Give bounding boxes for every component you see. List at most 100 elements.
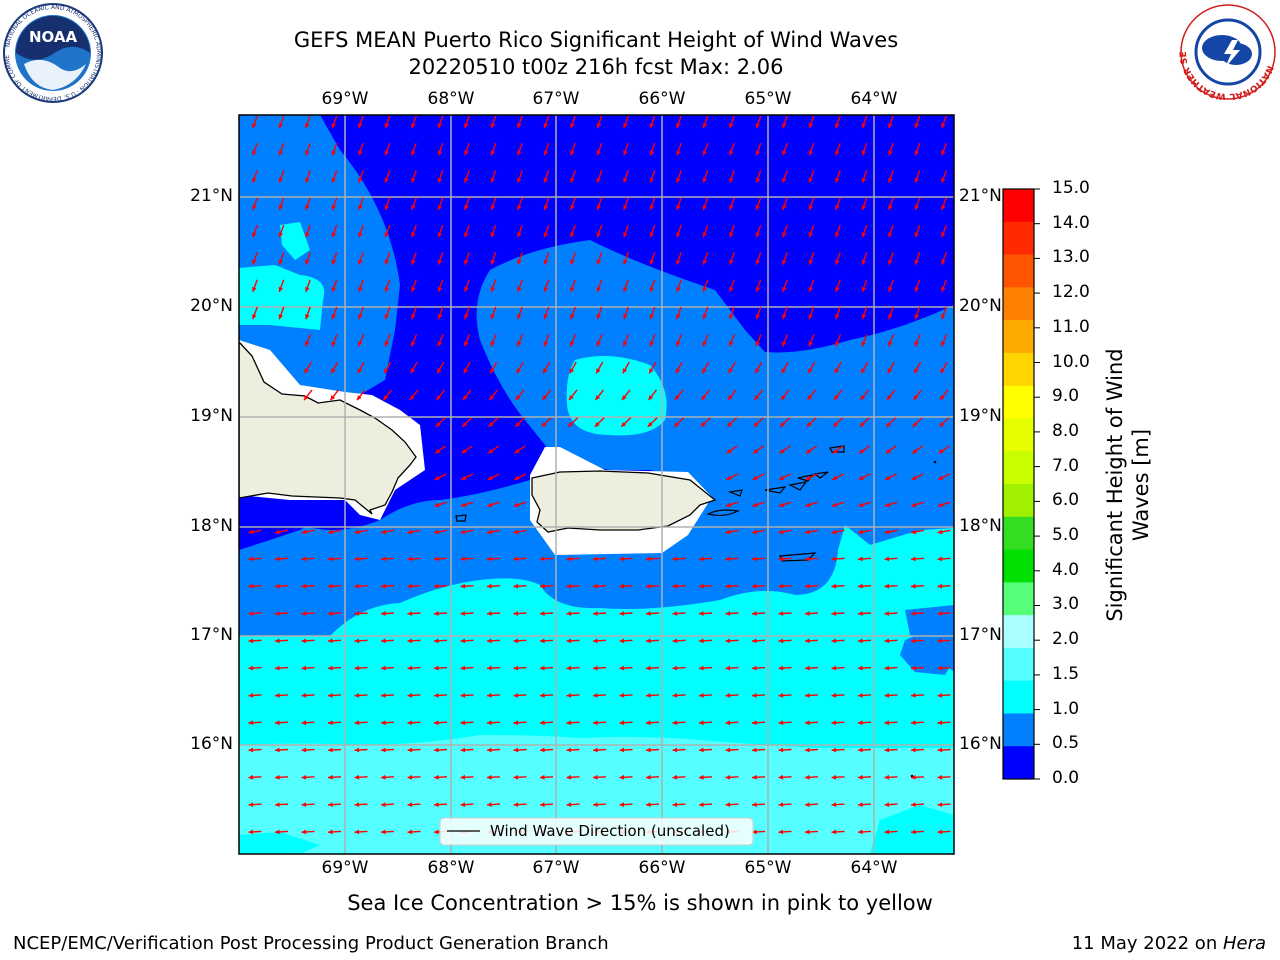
wind-arrow-head <box>702 314 708 320</box>
wind-arrow-head <box>778 556 784 562</box>
wind-arrow-head <box>354 583 360 589</box>
wind-arrow-head <box>752 802 757 807</box>
wind-arrow-head <box>888 123 893 129</box>
wind-arrow-head <box>806 422 812 427</box>
wind-arrow-head <box>623 205 628 210</box>
colorbar-segment <box>1003 287 1034 321</box>
wind-arrow-head <box>778 611 784 616</box>
wind-arrow-head <box>858 638 863 644</box>
wind-arrow-head <box>540 611 545 616</box>
wind-arrow-head <box>937 556 943 562</box>
wind-arrow-head <box>460 665 466 671</box>
wind-arrow-head <box>649 150 655 156</box>
wind-arrow-head <box>517 232 522 238</box>
wind-arrow-head <box>252 205 257 210</box>
wind-arrow-head <box>861 368 866 374</box>
wind-arrow-head <box>702 123 708 129</box>
wind-arrow-head <box>411 150 416 156</box>
wind-arrow-head <box>357 368 363 374</box>
wind-arrow-head <box>328 665 333 671</box>
wind-arrow-head <box>623 150 628 156</box>
hispaniola-land <box>239 341 417 515</box>
wind-arrow-head <box>937 693 943 698</box>
wind-arrow-head <box>407 638 413 644</box>
wind-arrow-head <box>858 693 863 698</box>
wind-arrow-head <box>622 395 627 401</box>
wind-arrow-head <box>831 693 837 698</box>
wind-arrow-head <box>354 638 360 644</box>
wind-arrow-head <box>937 583 943 589</box>
wind-arrow-head <box>437 123 443 129</box>
wind-arrow-head <box>487 802 492 807</box>
wind-arrow-head <box>407 802 413 807</box>
wind-arrow-head <box>831 638 837 644</box>
wind-arrow-head <box>778 529 784 535</box>
wind-arrow-head <box>914 341 919 347</box>
wind-arrow-head <box>384 286 390 292</box>
wind-arrow-head <box>358 286 363 292</box>
wind-arrow-head <box>464 286 469 292</box>
wind-arrow-head <box>858 502 864 508</box>
wind-arrow-head <box>699 747 704 753</box>
colorbar-tick-label: 0.5 <box>1052 733 1080 754</box>
wind-arrow-head <box>540 693 545 698</box>
wind-arrow-head <box>702 150 708 156</box>
wind-arrow-head <box>884 502 890 508</box>
wind-arrow-head <box>278 205 284 210</box>
wind-arrow-head <box>411 232 416 238</box>
wind-arrow-head <box>623 341 628 347</box>
wind-arrow-head <box>782 150 787 156</box>
wind-arrow-head <box>886 422 892 427</box>
wind-arrow-head <box>381 774 386 780</box>
wind-arrow-head <box>725 611 731 616</box>
wind-arrow-head <box>407 829 413 835</box>
wind-arrow-head <box>676 150 681 156</box>
colorbar-tick-label: 12.0 <box>1052 282 1090 303</box>
wind-arrow-head <box>752 502 758 508</box>
wind-arrow-head <box>514 448 520 454</box>
map-frame <box>238 114 955 855</box>
wind-arrow-head <box>487 583 492 589</box>
wind-arrow-head <box>490 286 496 292</box>
wind-arrow-head <box>570 177 575 183</box>
wind-arrow-head <box>437 286 443 292</box>
colorbar-segment <box>1003 680 1034 714</box>
wind-arrow-head <box>940 368 946 374</box>
wind-arrow-head <box>305 150 310 156</box>
wind-arrow-head <box>619 720 625 726</box>
wind-arrow-head <box>726 448 732 454</box>
wind-arrow-head <box>513 638 519 644</box>
wind-arrow-head <box>619 611 625 616</box>
wind-arrow-head <box>808 368 813 374</box>
wind-arrow-head <box>543 123 549 129</box>
wind-arrow-head <box>914 177 920 183</box>
wind-arrow-head <box>858 720 863 726</box>
wind-arrow-head <box>884 693 890 698</box>
colorbar-tick-label: 9.0 <box>1052 386 1080 407</box>
wind-arrow-head <box>831 720 837 726</box>
nws-logo: NATIONAL WEATHER SERVICE <box>1178 2 1276 100</box>
wind-arrow-head <box>354 829 360 835</box>
wind-arrow-head <box>937 611 943 616</box>
wind-arrow-head <box>460 720 466 726</box>
wind-arrow-head <box>566 638 572 644</box>
wind-arrow-head <box>646 556 651 562</box>
colorbar-segment <box>1003 516 1034 551</box>
wind-arrow-head <box>513 583 519 589</box>
wind-arrow-head <box>543 286 549 292</box>
wind-arrow-head <box>490 123 496 129</box>
wind-arrow-head <box>778 747 784 753</box>
wind-arrow-head <box>328 747 333 753</box>
wind-arrow-head <box>328 774 333 780</box>
wind-arrow-head <box>596 123 602 129</box>
wind-arrow-head <box>648 395 654 401</box>
wind-arrow-head <box>729 286 734 292</box>
wind-arrow-head <box>647 422 653 427</box>
wind-arrow-head <box>275 802 280 807</box>
wind-arrow-head <box>808 123 814 129</box>
wind-arrow-head <box>888 232 893 238</box>
wind-arrow-head <box>941 286 946 292</box>
wind-arrow-head <box>831 665 837 671</box>
wind-arrow-head <box>646 747 651 753</box>
wind-arrow-head <box>805 502 811 508</box>
